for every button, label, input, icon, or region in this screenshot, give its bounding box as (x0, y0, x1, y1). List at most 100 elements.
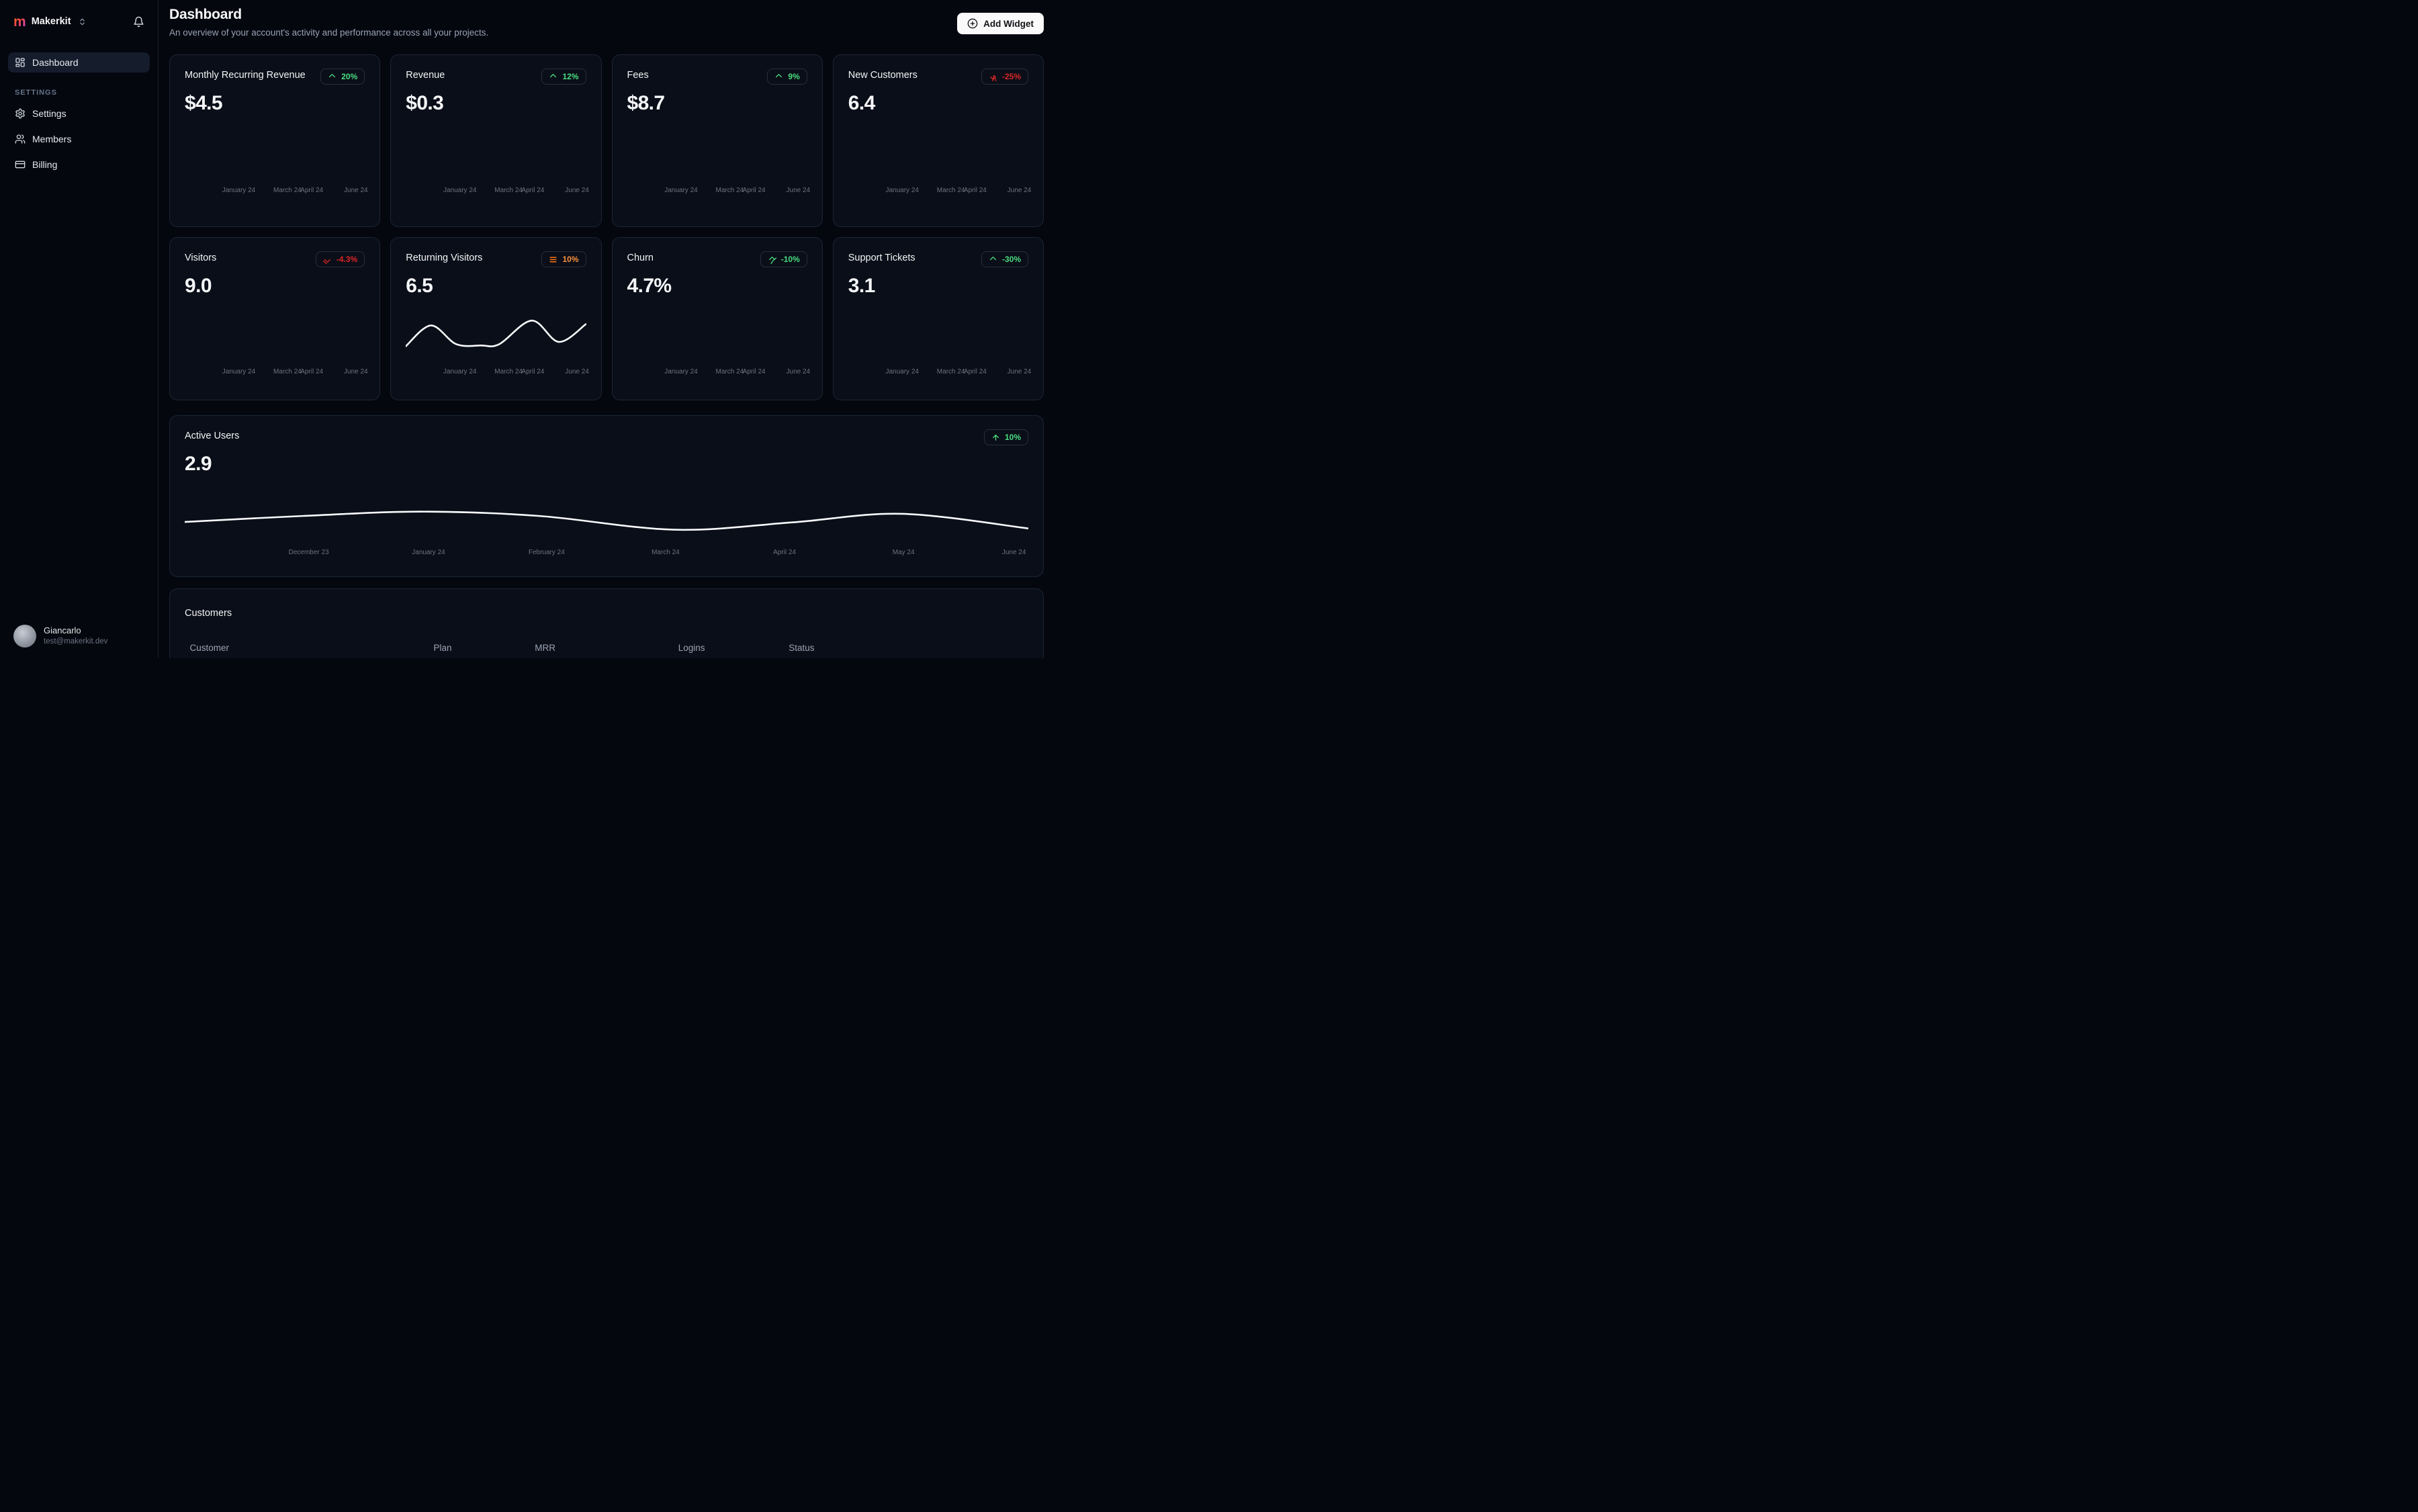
page-subtitle: An overview of your account's activity a… (169, 28, 489, 38)
sidebar-item-label: Members (32, 134, 72, 144)
line-chart (627, 320, 807, 364)
trend-badge: -30% (981, 251, 1028, 267)
trend-badge: 20% (320, 69, 365, 85)
arrow-up-icon (549, 73, 557, 81)
stat-card: Churn -10% 4.7% January 24 March 24 April … (611, 237, 823, 400)
line-chart (848, 320, 1028, 364)
workspace-selector[interactable]: m Makerkit (8, 8, 150, 35)
column-header-mrr: MRR (535, 643, 555, 653)
x-axis-labels: January 24 March 24 April 24 June 24 (185, 368, 368, 377)
axis-label: June 24 (786, 368, 811, 375)
stat-card: Fees 9% $8.7 January 24 March 24 April 24 J… (611, 54, 823, 227)
x-axis-labels: January 24 March 24 April 24 June 24 (627, 368, 810, 377)
axis-label: April 24 (742, 368, 766, 375)
axis-label: March 24 (273, 187, 302, 194)
x-axis-labels: January 24 March 24 April 24 June 24 (627, 187, 810, 195)
makerkit-logo: m (13, 13, 26, 30)
plus-circle-icon (967, 18, 978, 29)
axis-label: June 24 (565, 187, 589, 194)
x-axis-labels: January 24 March 24 April 24 June 24 (848, 368, 1031, 377)
x-axis-labels: December 23 January 24 February 24 March 24… (185, 549, 1028, 558)
axis-label: January 24 (664, 368, 698, 375)
customers-table-header: Customer Plan MRR Logins Status (185, 643, 1028, 654)
notifications-bell-icon[interactable] (133, 16, 144, 28)
sidebar-item-billing[interactable]: Billing (8, 154, 150, 175)
axis-label: January 24 (664, 187, 698, 194)
sparkline-chart: January 24 March 24 April 24 June 24 (185, 320, 368, 377)
user-name: Giancarlo (44, 625, 81, 636)
stat-card-title: Returning Visitors (406, 253, 483, 263)
stat-card: Revenue 12% $0.3 January 24 March 24 April… (390, 54, 602, 227)
axis-label: May 24 (892, 549, 915, 556)
stat-card-value: 3.1 (848, 275, 876, 297)
stat-card-value: 6.4 (848, 92, 876, 114)
gear-icon (15, 108, 26, 119)
axis-label: April 24 (773, 549, 796, 556)
trend-badge: 10% (983, 429, 1028, 445)
axis-label: January 24 (222, 368, 256, 375)
active-users-value: 2.9 (185, 453, 212, 475)
active-users-chart: December 23 January 24 February 24 March 24… (185, 502, 1028, 558)
page-title: Dashboard (169, 7, 242, 22)
stat-card-value: $8.7 (627, 92, 666, 114)
active-users-card: Active Users 10% 2.9 December 23 January … (169, 415, 1044, 577)
trend-badge: 12% (541, 69, 586, 85)
axis-label: January 24 (885, 187, 919, 194)
stats-row-2: Visitors -4.3% 9.0 January 24 March 24 Apr… (169, 237, 1044, 400)
trend-badge: -10% (760, 251, 807, 267)
stat-card: Visitors -4.3% 9.0 January 24 March 24 Apr… (169, 237, 381, 400)
stat-card: Returning Visitors 10% 6.5 January 24 Mar… (390, 237, 602, 400)
x-axis-labels: January 24 March 24 April 24 June 24 (185, 187, 368, 195)
sidebar-item-settings[interactable]: Settings (8, 103, 150, 124)
stat-card: New Customers -25% 6.4 January 24 March 2… (832, 54, 1044, 227)
sidebar-item-members[interactable]: Members (8, 129, 150, 149)
add-widget-button[interactable]: Add Widget (957, 13, 1044, 34)
sidebar: m Makerkit Dashboard SETTINGS Settings (0, 0, 159, 658)
arrow-up-icon (989, 255, 997, 264)
sidebar-item-label: Billing (32, 159, 58, 170)
stat-card-value: 4.7% (627, 275, 672, 297)
sparkline-chart: January 24 March 24 April 24 June 24 (406, 138, 589, 195)
axis-label: January 24 (443, 368, 477, 375)
axis-label: March 24 (273, 368, 302, 375)
axis-label: June 24 (344, 368, 368, 375)
axis-label: March 24 (936, 187, 965, 194)
customers-title: Customers (185, 608, 232, 619)
axis-label: February 24 (528, 549, 565, 556)
workspace-name: Makerkit (31, 16, 71, 27)
axis-label: January 24 (222, 187, 256, 194)
dashboard-grid-icon (15, 57, 26, 68)
sidebar-item-dashboard[interactable]: Dashboard (8, 52, 150, 73)
sparkline-chart: January 24 March 24 April 24 June 24 (185, 138, 368, 195)
axis-label: June 24 (344, 187, 368, 194)
line-chart (185, 320, 365, 364)
avatar (13, 625, 36, 648)
column-header-customer: Customer (189, 643, 230, 653)
axis-label: June 24 (786, 187, 811, 194)
line-chart (406, 320, 586, 364)
axis-label: March 24 (652, 549, 680, 556)
stat-card-title: Visitors (185, 253, 217, 263)
line-chart (406, 138, 586, 183)
users-icon (15, 134, 26, 144)
add-widget-label: Add Widget (983, 18, 1034, 29)
user-email: test@makerkit.dev (44, 637, 108, 646)
stat-card-title: Support Tickets (848, 253, 915, 263)
trend-badge: 10% (541, 251, 586, 267)
stat-card-value: 6.5 (406, 275, 433, 297)
trend-badge: 9% (767, 69, 807, 85)
stat-card-value: $4.5 (185, 92, 223, 114)
sidebar-item-label: Settings (32, 108, 66, 119)
axis-label: April 24 (300, 368, 324, 375)
user-profile-menu[interactable]: Giancarlo test@makerkit.dev (8, 621, 150, 652)
stat-card-title: Monthly Recurring Revenue (185, 70, 306, 81)
stat-card: Monthly Recurring Revenue 20% $4.5 Janua… (169, 54, 381, 227)
trend-badge: -25% (981, 69, 1028, 85)
axis-label: April 24 (521, 187, 545, 194)
main-nav: Dashboard (8, 52, 150, 73)
settings-section-label: SETTINGS (15, 89, 57, 97)
main-content: Dashboard An overview of your account's … (159, 0, 1053, 658)
column-header-status: Status (789, 643, 815, 653)
arrow-down-icon (989, 73, 997, 81)
credit-card-icon (15, 159, 26, 170)
